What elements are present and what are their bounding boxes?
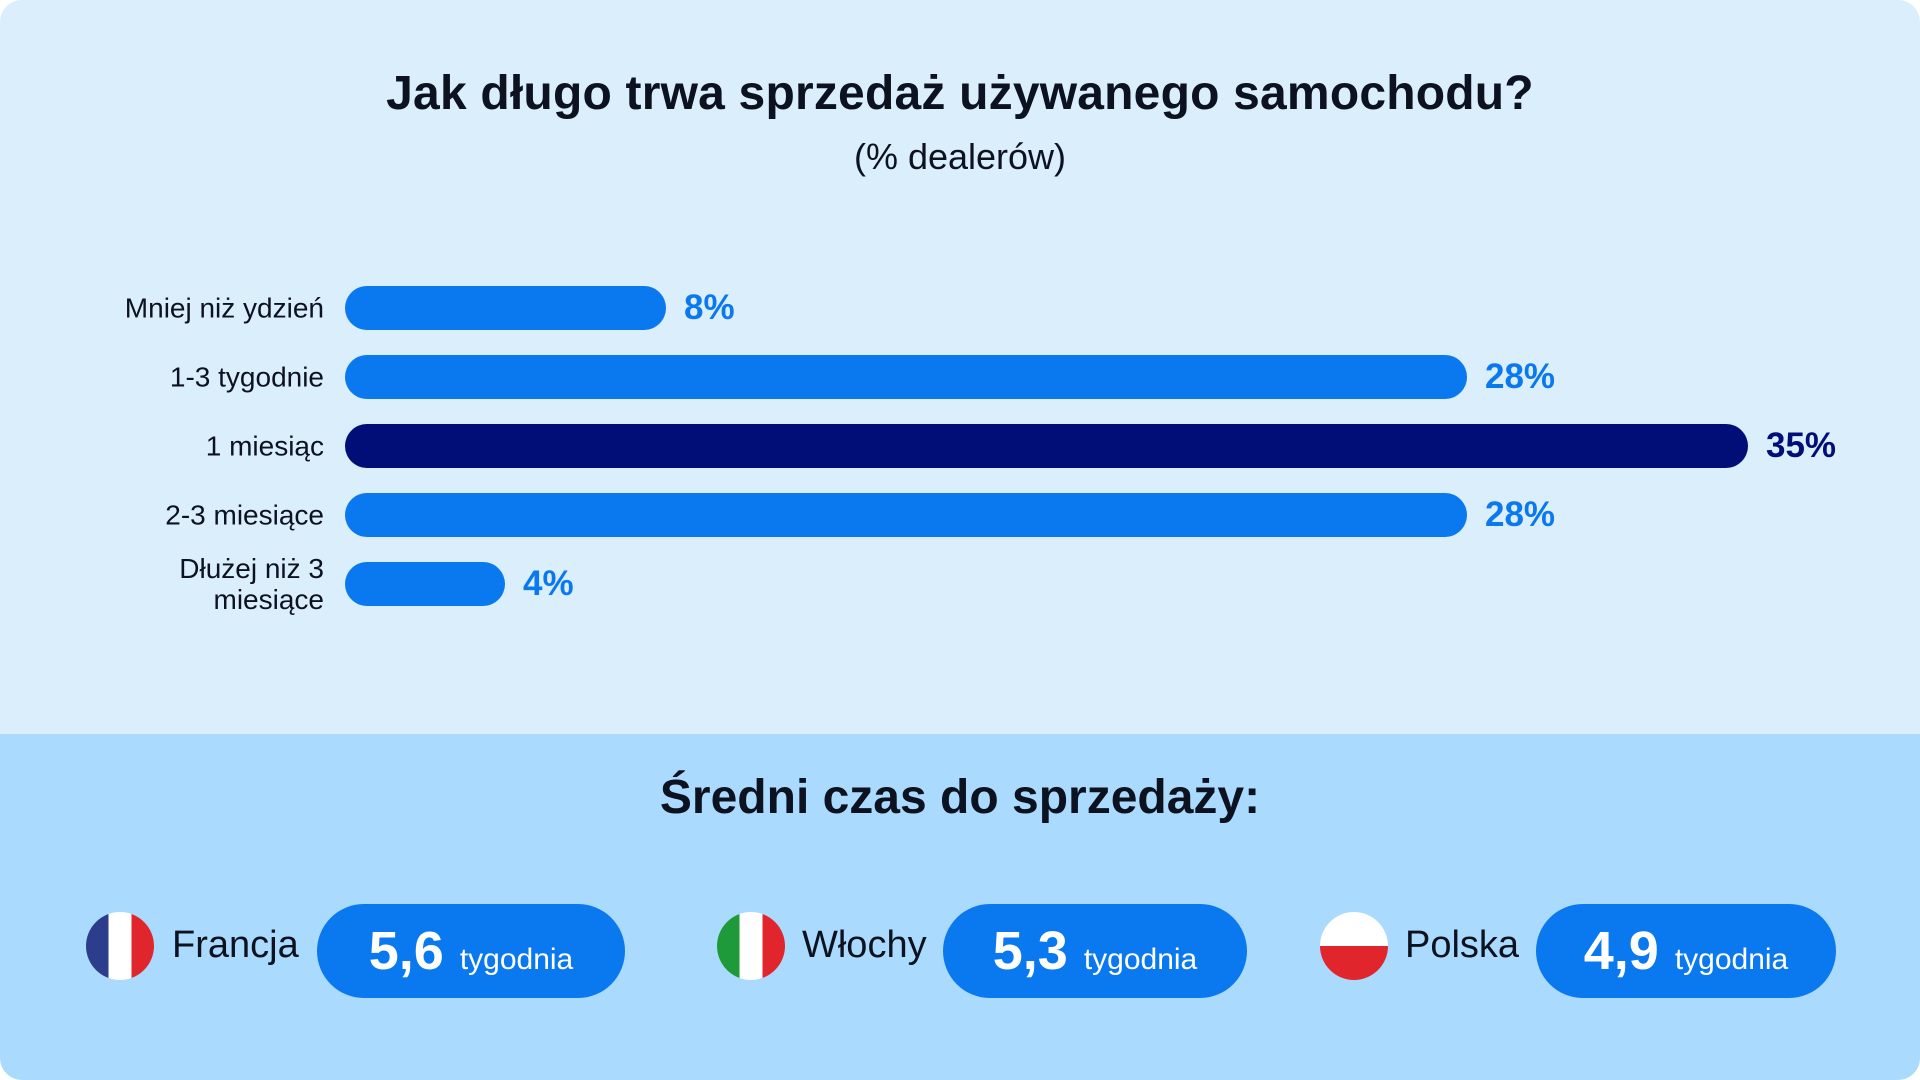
bar-row: 1-3 tygodnie 28% bbox=[0, 355, 1920, 399]
category-label: Dłużej niż 3 miesiące bbox=[179, 553, 324, 615]
bar-row: Dłużej niż 3 miesiące 4% bbox=[0, 553, 1920, 615]
data-label: 8% bbox=[684, 288, 735, 327]
bar-row: 1 miesiąc 35% bbox=[0, 424, 1920, 468]
data-label: 4% bbox=[523, 564, 574, 603]
bar-row: Mniej niż ydzień 8% bbox=[0, 286, 1920, 330]
average-value: 4,9 bbox=[1583, 921, 1659, 981]
bar bbox=[345, 562, 505, 606]
bar-row: 2-3 miesiące 28% bbox=[0, 493, 1920, 537]
data-label: 35% bbox=[1766, 426, 1837, 465]
data-label: 28% bbox=[1485, 357, 1556, 396]
bar bbox=[345, 355, 1467, 399]
average-time-italy: 5,3 tygodnia bbox=[943, 904, 1247, 998]
bar bbox=[345, 424, 1748, 468]
average-value: 5,6 bbox=[368, 921, 444, 981]
category-label: Mniej niż ydzień bbox=[124, 292, 324, 324]
average-time-poland: 4,9 tygodnia bbox=[1536, 904, 1836, 998]
average-value: 5,3 bbox=[992, 921, 1068, 981]
poland-flag-icon bbox=[1320, 912, 1388, 980]
chart-subtitle: (% dealerów) bbox=[853, 136, 1067, 177]
france-flag-icon bbox=[86, 912, 154, 980]
data-label: 28% bbox=[1485, 495, 1556, 534]
category-label: 2-3 miesiące bbox=[165, 499, 324, 531]
average-unit: tygodnia bbox=[1674, 943, 1789, 976]
country-label-france: Francja bbox=[172, 924, 299, 966]
bar bbox=[345, 493, 1467, 537]
average-unit: tygodnia bbox=[1083, 943, 1198, 976]
italy-flag-icon bbox=[717, 912, 785, 980]
country-label-poland: Polska bbox=[1405, 924, 1520, 966]
category-label: 1-3 tygodnie bbox=[169, 361, 324, 393]
category-label: 1 miesiąc bbox=[205, 430, 324, 462]
country-label-italy: Włochy bbox=[802, 924, 927, 966]
summary-title: Średni czas do sprzedaży: bbox=[659, 771, 1261, 824]
bar bbox=[345, 286, 666, 330]
average-time-france: 5,6 tygodnia bbox=[317, 904, 625, 998]
chart-title: Jak długo trwa sprzedaż używanego samoch… bbox=[386, 67, 1534, 120]
average-unit: tygodnia bbox=[459, 943, 574, 976]
